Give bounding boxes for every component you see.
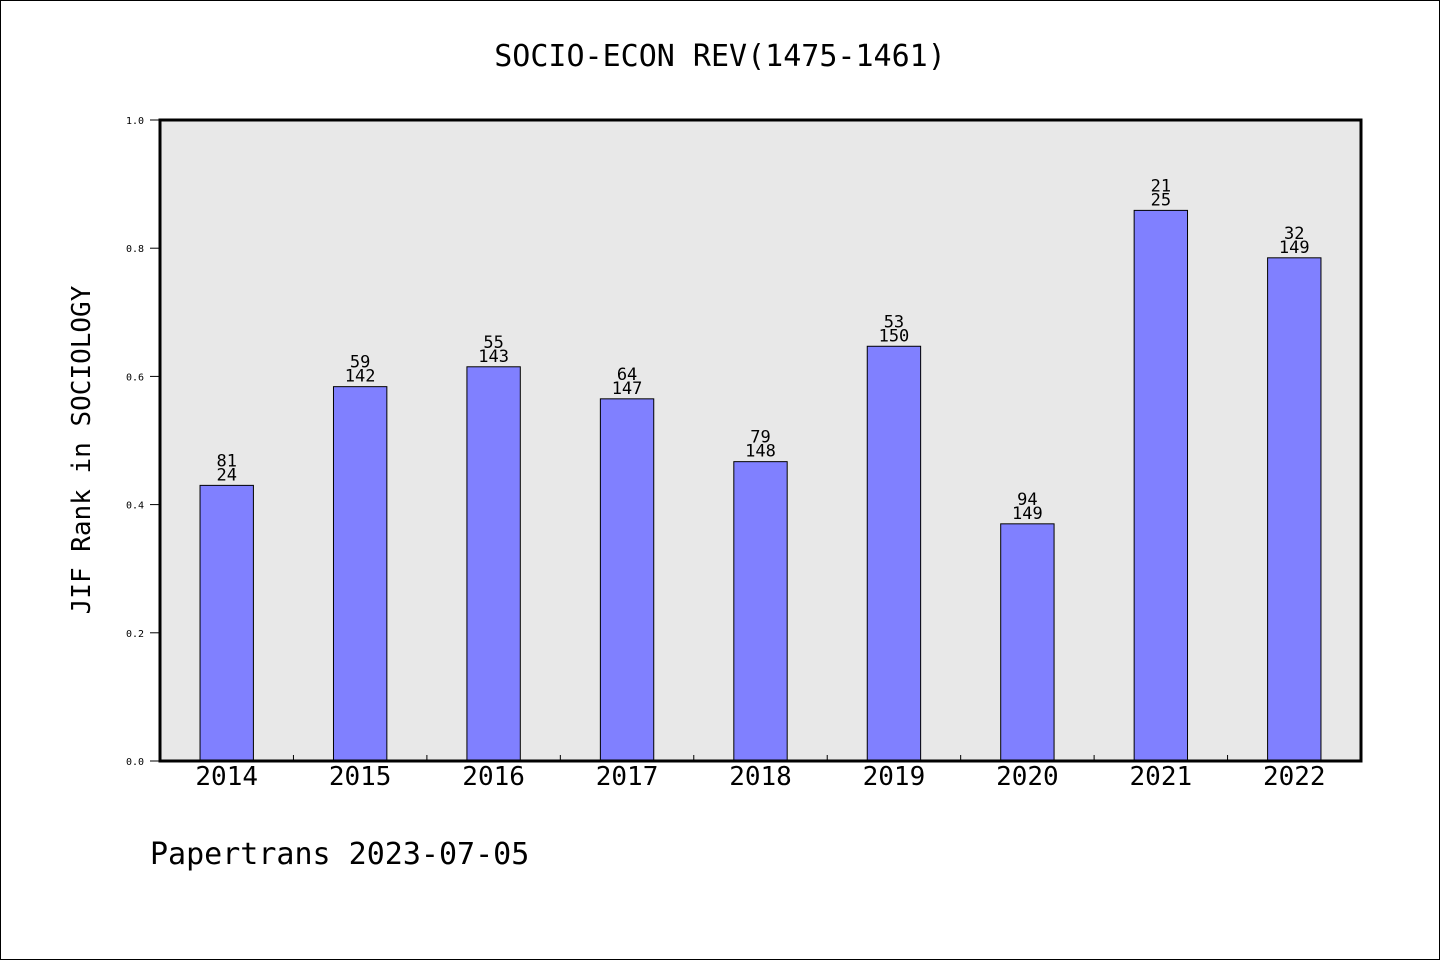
x-tick-label: 2015 bbox=[329, 762, 392, 792]
bar-label-bottom: 142 bbox=[345, 367, 376, 387]
x-tick-label: 2020 bbox=[996, 762, 1059, 792]
x-tick-label: 2021 bbox=[1130, 762, 1193, 792]
bar-label-top: 55 bbox=[483, 333, 503, 353]
bar-label-bottom: 143 bbox=[478, 347, 509, 367]
bar-2019 bbox=[866, 345, 922, 762]
y-tick-label: 0.0 bbox=[126, 757, 144, 768]
y-tick-label: 1.0 bbox=[126, 116, 144, 127]
bar-label-top: 79 bbox=[750, 428, 770, 448]
plot-border bbox=[158, 118, 1363, 763]
bar-label-top: 64 bbox=[617, 365, 637, 385]
bar-label-top: 32 bbox=[1284, 224, 1304, 244]
y-axis: 0.0 0.2 0.4 0.6 0.8 1.0 bbox=[126, 116, 160, 768]
bar-label-bottom: 149 bbox=[1012, 504, 1043, 524]
bar-2020 bbox=[1000, 523, 1055, 762]
bar-2022 bbox=[1267, 257, 1322, 762]
x-tick-label: 2017 bbox=[596, 762, 659, 792]
bar-labels: 8124591425514364147791485315094149212532… bbox=[216, 176, 1309, 523]
bar-2021 bbox=[1133, 209, 1189, 762]
x-tick-label: 2022 bbox=[1263, 762, 1326, 792]
x-tick-label: 2018 bbox=[729, 762, 792, 792]
bar-label-top: 94 bbox=[1017, 490, 1037, 510]
bar-2016 bbox=[466, 366, 521, 762]
bar-label-top: 59 bbox=[350, 353, 370, 373]
x-tick-label: 2014 bbox=[195, 762, 258, 792]
bar-label-top: 81 bbox=[216, 451, 236, 471]
y-axis-label: JIF Rank in SOCIOLOGY bbox=[67, 285, 97, 614]
bar-label-bottom: 148 bbox=[745, 442, 776, 462]
footer-text: Papertrans 2023-07-05 bbox=[150, 837, 529, 872]
x-axis: 2014 2015 2016 2017 2018 2019 2020 2021 2022 bbox=[195, 755, 1326, 792]
y-tick-label: 0.6 bbox=[126, 372, 144, 383]
bar-2015 bbox=[332, 386, 388, 762]
bar-label-bottom: 150 bbox=[879, 326, 910, 346]
bar-2017 bbox=[599, 398, 655, 762]
x-tick-label: 2016 bbox=[462, 762, 525, 792]
bar-label-bottom: 149 bbox=[1279, 238, 1310, 258]
bar-2018 bbox=[733, 461, 788, 762]
x-tick-label: 2019 bbox=[863, 762, 926, 792]
bar-label-bottom: 25 bbox=[1151, 190, 1171, 210]
bar-label-top: 53 bbox=[884, 312, 904, 332]
bar-label-bottom: 147 bbox=[612, 379, 643, 399]
y-tick-label: 0.4 bbox=[126, 501, 144, 512]
bar-label-top: 21 bbox=[1151, 176, 1171, 196]
bars bbox=[199, 209, 1322, 762]
bar-label-bottom: 24 bbox=[216, 465, 236, 485]
bar-2014 bbox=[199, 484, 254, 762]
y-tick-label: 0.2 bbox=[126, 629, 144, 640]
y-tick-label: 0.8 bbox=[126, 244, 144, 255]
chart-title: SOCIO-ECON REV(1475-1461) bbox=[494, 39, 946, 74]
